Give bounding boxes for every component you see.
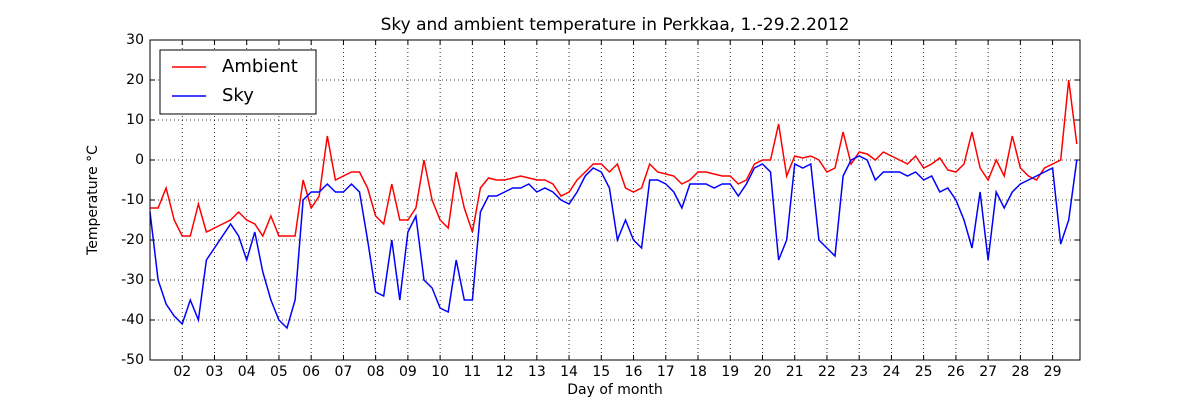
y-tick-label: -10 — [121, 192, 144, 208]
x-tick-label: 09 — [399, 364, 417, 380]
y-tick-label: 30 — [126, 32, 144, 48]
x-tick-label: 25 — [915, 364, 933, 380]
y-tick-label: -20 — [121, 232, 144, 248]
x-tick-label: 05 — [270, 364, 288, 380]
y-axis-label: Temperature °C — [85, 145, 101, 256]
x-tick-label: 23 — [850, 364, 868, 380]
x-tick-label: 22 — [818, 364, 836, 380]
legend-label: Ambient — [222, 56, 298, 77]
x-tick-label: 16 — [625, 364, 643, 380]
chart-title: Sky and ambient temperature in Perkkaa, … — [381, 15, 850, 35]
x-tick-label: 10 — [431, 364, 449, 380]
x-tick-label: 19 — [721, 364, 739, 380]
y-tick-label: 0 — [135, 152, 144, 168]
legend-box — [159, 49, 317, 115]
x-tick-label: 24 — [883, 364, 901, 380]
x-tick-label: 11 — [463, 364, 481, 380]
x-tick-label: 12 — [496, 364, 514, 380]
x-axis-label: Day of month — [567, 382, 662, 398]
x-tick-label: 02 — [173, 364, 191, 380]
series-line — [150, 79, 1078, 238]
x-tick-label: 13 — [528, 364, 546, 380]
x-tick-label: 29 — [1044, 364, 1062, 380]
y-tick-label: -30 — [121, 272, 144, 288]
y-tick-label: -50 — [121, 352, 144, 368]
y-tick-label: 10 — [126, 112, 144, 128]
x-tick-label: 20 — [754, 364, 772, 380]
x-tick-label: 03 — [206, 364, 224, 380]
x-tick-label: 07 — [335, 364, 353, 380]
x-tick-label: 08 — [367, 364, 385, 380]
plot-frame — [149, 39, 1081, 361]
x-tick-label: 14 — [560, 364, 578, 380]
x-tick-label: 17 — [657, 364, 675, 380]
x-tick-label: 15 — [592, 364, 610, 380]
y-tick-label: -40 — [121, 312, 144, 328]
x-tick-label: 18 — [689, 364, 707, 380]
x-tick-label: 28 — [1011, 364, 1029, 380]
x-tick-label: 21 — [786, 364, 804, 380]
x-tick-label: 26 — [947, 364, 965, 380]
series-line — [149, 155, 1078, 330]
x-tick-label: 27 — [979, 364, 997, 380]
y-tick-label: 20 — [126, 72, 144, 88]
legend-label: Sky — [222, 85, 254, 106]
x-tick-label: 04 — [238, 364, 256, 380]
x-tick-label: 06 — [302, 364, 320, 380]
